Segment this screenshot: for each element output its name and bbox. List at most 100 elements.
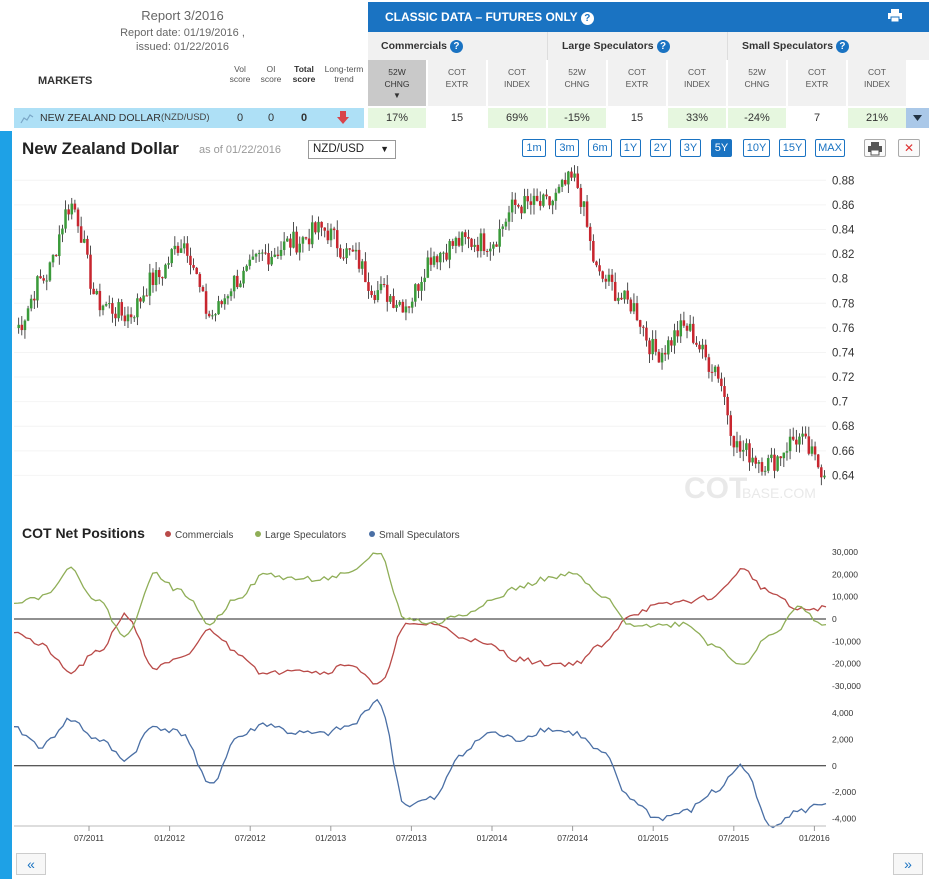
candle xyxy=(676,330,679,337)
subheader-cot-extr[interactable]: COT EXTR xyxy=(608,60,666,106)
help-icon[interactable]: ? xyxy=(449,40,463,53)
row-value-0: 17% xyxy=(368,108,426,128)
candle xyxy=(570,171,573,178)
candle xyxy=(816,454,820,468)
range-button-max[interactable]: MAX xyxy=(815,139,845,157)
legend-small-speculators[interactable]: Small Speculators xyxy=(369,530,460,541)
legend-commercials[interactable]: Commercials xyxy=(165,530,233,541)
row-value-8: 21% xyxy=(848,108,906,128)
candle xyxy=(417,284,420,291)
candle xyxy=(551,200,554,206)
range-button-2y[interactable]: 2Y xyxy=(650,139,671,157)
range-button-6m[interactable]: 6m xyxy=(588,139,612,157)
candle xyxy=(104,304,108,306)
subheader-52w-chng[interactable]: 52W CHNG xyxy=(728,60,786,106)
candle xyxy=(223,298,227,305)
symbol-select[interactable]: NZD/USD ▼ xyxy=(308,140,396,159)
subheader-cot-extr[interactable]: COT EXTR xyxy=(788,60,846,106)
market-name[interactable]: NEW ZEALAND DOLLAR xyxy=(40,112,161,124)
candle xyxy=(513,199,517,206)
candle xyxy=(707,357,711,372)
help-icon[interactable]: ? xyxy=(580,12,594,25)
range-button-3m[interactable]: 3m xyxy=(555,139,579,157)
print-icon[interactable] xyxy=(888,9,902,22)
candle xyxy=(173,245,177,250)
small-spec-y-tick: 0 xyxy=(832,761,837,771)
help-icon[interactable]: ? xyxy=(656,40,670,53)
subheader-cot-extr[interactable]: COT EXTR xyxy=(428,60,486,106)
candle xyxy=(813,446,817,455)
candle xyxy=(520,206,523,214)
candle xyxy=(754,457,757,464)
candle xyxy=(645,327,648,341)
candle xyxy=(126,314,130,322)
x-tick-label: 07/2014 xyxy=(557,833,588,843)
x-tick-label: 01/2014 xyxy=(477,833,508,843)
candle xyxy=(554,192,558,201)
candle xyxy=(704,344,708,358)
candle xyxy=(270,256,273,265)
vol-score-header[interactable]: Vol score xyxy=(229,64,251,84)
cot-y-tick: 10,000 xyxy=(832,592,858,602)
candle xyxy=(457,237,461,246)
candle xyxy=(592,240,595,262)
close-chart-button[interactable]: ✕ xyxy=(898,139,920,157)
group-title-commercials: Commercials ? xyxy=(381,40,463,53)
range-button-1y[interactable]: 1Y xyxy=(620,139,641,157)
range-button-5y[interactable]: 5Y xyxy=(711,139,732,157)
help-icon[interactable]: ? xyxy=(835,40,849,53)
candle xyxy=(70,203,74,215)
watermark: BASE.COM xyxy=(742,485,816,501)
candle xyxy=(476,244,480,252)
candle xyxy=(320,221,323,228)
series-large-speculators xyxy=(13,552,827,665)
scroll-left-button[interactable]: « xyxy=(16,853,46,875)
candle xyxy=(373,295,376,301)
print-chart-button[interactable] xyxy=(864,139,886,157)
candle xyxy=(20,324,24,331)
candle xyxy=(567,171,570,185)
candle xyxy=(267,252,270,265)
market-row[interactable] xyxy=(14,108,364,128)
double-chevron-left-icon: « xyxy=(27,856,35,872)
candle xyxy=(629,299,633,312)
candle xyxy=(420,281,423,291)
candle xyxy=(654,338,658,352)
candle xyxy=(161,277,164,279)
candle xyxy=(167,263,170,265)
group-small-speculators xyxy=(728,32,929,60)
subheader-cot-index[interactable]: COT INDEX xyxy=(488,60,546,106)
candle xyxy=(217,301,220,315)
x-tick-label: 07/2013 xyxy=(396,833,427,843)
candle xyxy=(367,282,370,291)
legend-large-speculators[interactable]: Large Speculators xyxy=(255,530,346,541)
candle xyxy=(748,443,751,463)
expand-dropdown-button[interactable] xyxy=(906,108,929,128)
range-button-10y[interactable]: 10Y xyxy=(743,139,770,157)
candle xyxy=(651,338,654,355)
oi-score-header[interactable]: OI score xyxy=(260,64,282,84)
range-button-1m[interactable]: 1m xyxy=(522,139,546,157)
range-button-3y[interactable]: 3Y xyxy=(680,139,701,157)
subheader-cot-index[interactable]: COT INDEX xyxy=(668,60,726,106)
candle xyxy=(401,301,405,313)
subheader-52w-chng[interactable]: 52W CHNG xyxy=(548,60,606,106)
candle xyxy=(782,452,786,459)
subheader-cot-index[interactable]: COT INDEX xyxy=(848,60,906,106)
candle xyxy=(354,249,358,252)
range-button-15y[interactable]: 15Y xyxy=(779,139,806,157)
classic-data-band xyxy=(368,2,929,32)
chart-icon xyxy=(20,114,34,124)
candle xyxy=(370,290,373,296)
scroll-right-button[interactable]: » xyxy=(893,853,923,875)
trend-header[interactable]: Long-term trend xyxy=(324,64,364,84)
row-value-5: 33% xyxy=(668,108,726,128)
total-score-header[interactable]: Total score xyxy=(292,64,316,84)
price-y-tick: 0.76 xyxy=(832,323,854,335)
candle xyxy=(329,228,333,241)
candle xyxy=(701,344,704,350)
subheader-52w-chng[interactable]: 52W CHNG ▼ xyxy=(368,60,426,106)
candle xyxy=(264,252,267,254)
candle xyxy=(245,265,248,271)
candle xyxy=(392,296,395,308)
